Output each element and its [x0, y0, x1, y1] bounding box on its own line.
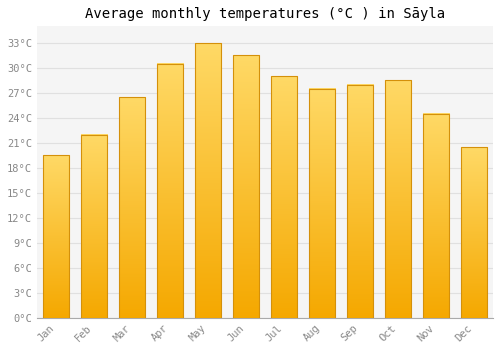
Bar: [42, 155, 69, 318]
Bar: [460, 147, 487, 318]
Bar: [308, 89, 336, 318]
Bar: [194, 43, 221, 318]
Bar: [80, 135, 107, 318]
Bar: [422, 114, 450, 318]
Bar: [346, 85, 374, 318]
Bar: [118, 97, 145, 318]
Bar: [156, 64, 183, 318]
Title: Average monthly temperatures (°C ) in Sāyla: Average monthly temperatures (°C ) in Sā…: [85, 7, 445, 21]
Bar: [232, 55, 259, 318]
Bar: [270, 76, 297, 318]
Bar: [384, 80, 411, 318]
